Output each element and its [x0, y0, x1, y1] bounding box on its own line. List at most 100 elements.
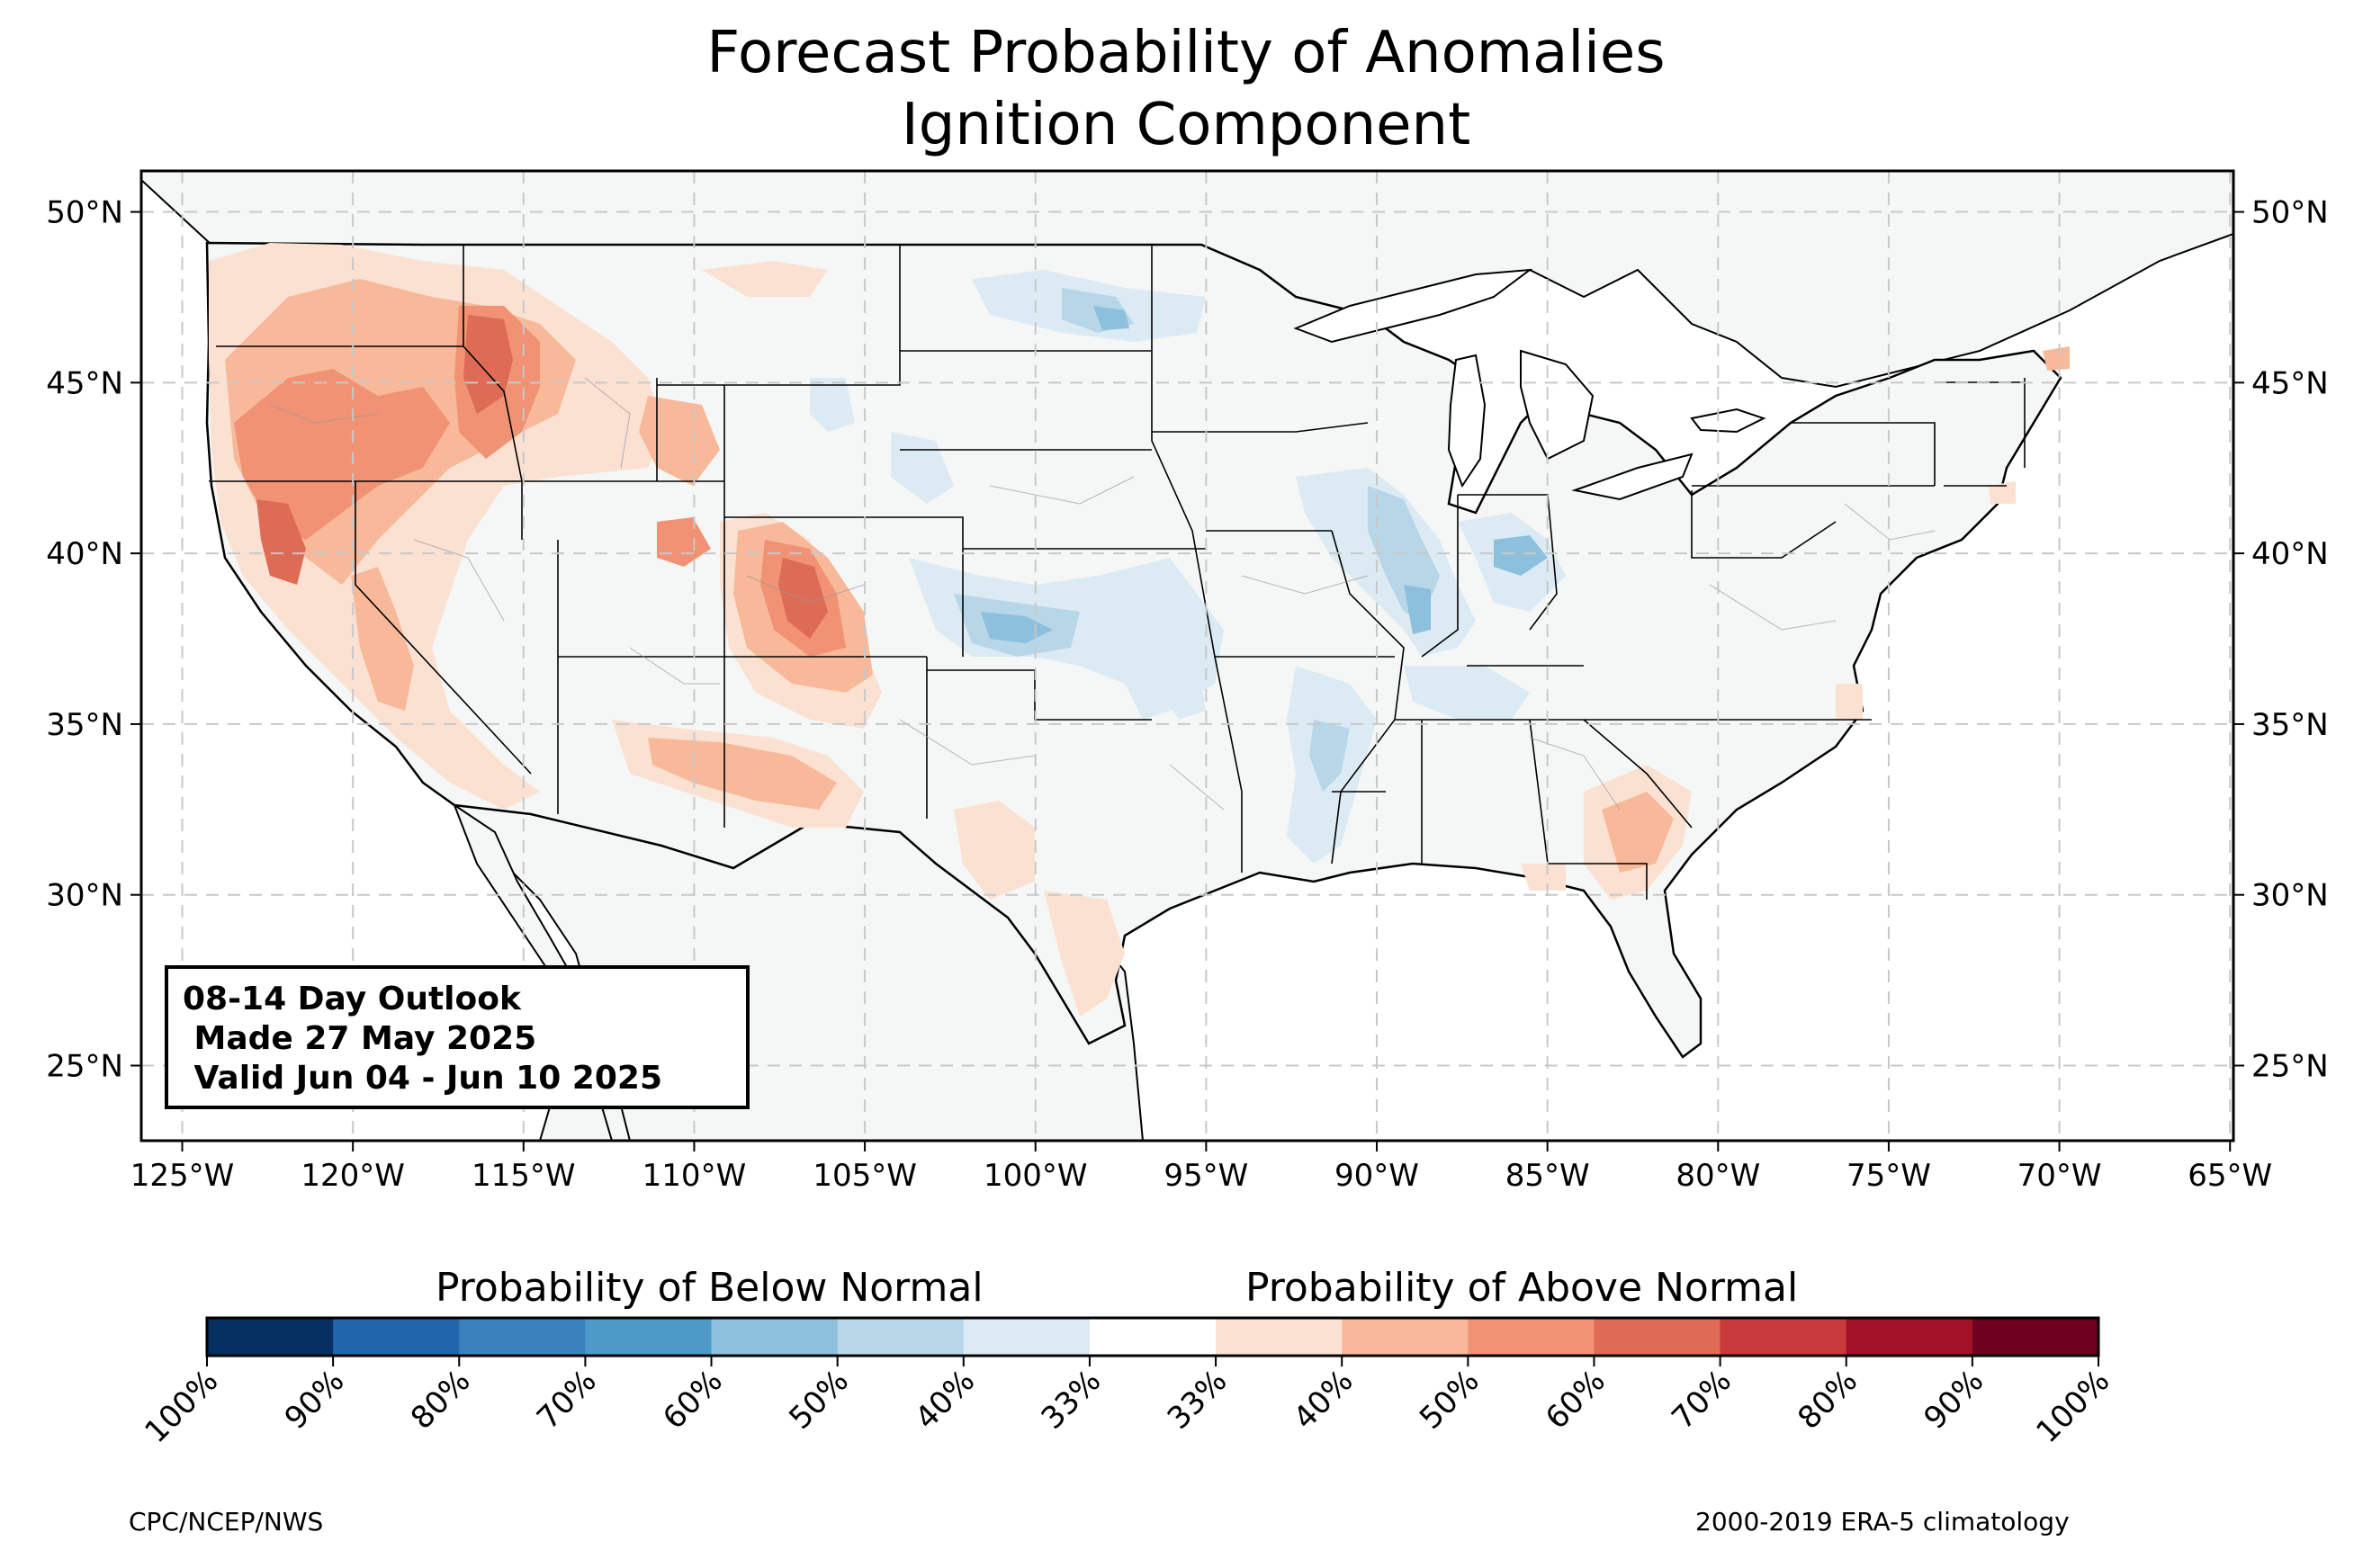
colorbar-swatch: [1846, 1318, 1973, 1356]
lon-tick-label: 115°W: [472, 1158, 576, 1194]
lon-tick-label: 65°W: [2188, 1158, 2272, 1194]
above-normal-area: [1602, 792, 1674, 873]
outlook-made-date: Made 27 May 2025: [183, 1020, 537, 1057]
colorbar-tick-label: 90%: [278, 1363, 352, 1437]
colorbar-tick-label: 100%: [2029, 1363, 2116, 1450]
above-normal-area: [463, 315, 513, 414]
colorbar-swatch: [1720, 1318, 1847, 1356]
lake-huron: [1520, 349, 1595, 461]
state-line: [1458, 494, 1558, 631]
outlook-period: 08-14 Day Outlook: [183, 981, 521, 1017]
colorbar-swatch: [333, 1318, 460, 1356]
great-lakes: [1293, 268, 1766, 501]
below-normal-area: [1309, 720, 1350, 792]
above-normal-area: [657, 517, 711, 567]
lat-tick-label-right: 50°N: [2251, 195, 2329, 231]
below-normal-area: [810, 378, 855, 432]
lon-tick-label: 95°W: [1164, 1158, 1248, 1194]
colorbar-tick-label: 40%: [908, 1363, 982, 1437]
above-normal-area: [1521, 864, 1566, 891]
lake-superior: [1293, 268, 1533, 344]
colorbar-tick-label: 90%: [1918, 1363, 1991, 1437]
colorbar-tick-label: 50%: [1413, 1363, 1487, 1437]
colorbar-swatch: [585, 1318, 713, 1356]
lon-tick-label: 120°W: [301, 1158, 405, 1194]
colorbar-outline: [205, 1316, 2100, 1357]
lake-ontario: [1690, 408, 1766, 434]
above-normal-area: [639, 396, 720, 486]
lon-tick-label: 70°W: [2017, 1158, 2102, 1194]
lat-tick-label-right: 30°N: [2251, 878, 2329, 914]
below-normal-area: [1494, 535, 1548, 576]
axis-ticks: [130, 211, 2244, 1151]
colorbar-swatch: [963, 1318, 1091, 1356]
colorbar-tick-label: 80%: [1791, 1363, 1864, 1437]
colorbar-tick-label: 60%: [1539, 1363, 1613, 1437]
state-line: [1691, 490, 1837, 559]
colorbar-tick-label: 100%: [138, 1363, 225, 1450]
below-normal-shading: [810, 270, 1566, 864]
lat-tick-label-left: 30°N: [46, 878, 123, 914]
colorbar-swatch: [1089, 1318, 1217, 1356]
outlook-info-box: 08-14 Day Outlook Made 27 May 2025 Valid…: [165, 965, 750, 1109]
credit-source: CPC/NCEP/NWS: [129, 1507, 324, 1537]
colorbar-swatch: [1468, 1318, 1595, 1356]
state-line: [463, 245, 523, 482]
state-line: [1791, 422, 1936, 486]
above-normal-area: [2043, 346, 2070, 371]
axis-tick-labels: 125°W 120°W 115°W 110°W 105°W 100°W 95°W 90°W 85…: [46, 195, 2328, 1194]
colorbar-swatch: [1216, 1318, 1343, 1356]
colorbar-tick-labels: 100% 90% 80% 70% 60% 50% 40% 33% 33% 40% 50% 60% 70%…: [138, 1363, 2116, 1450]
lake-erie: [1571, 452, 1694, 501]
lon-tick-label: 100°W: [984, 1158, 1088, 1194]
lat-tick-label-right: 25°N: [2251, 1048, 2329, 1084]
map-title: Forecast Probability of Anomalies: [706, 20, 1666, 86]
colorbar-tick-label: 50%: [782, 1363, 856, 1437]
lon-tick-label: 105°W: [813, 1158, 917, 1194]
colorbar-tick-label: 40%: [1287, 1363, 1361, 1437]
state-line: [355, 481, 532, 775]
colorbar-below-title: Probability of Below Normal: [436, 1265, 984, 1311]
above-normal-area: [1836, 684, 1863, 720]
colorbar-tick-label: 70%: [1665, 1363, 1739, 1437]
above-normal-area: [954, 801, 1035, 900]
colorbar-swatch: [1972, 1318, 2099, 1356]
state-line: [1152, 422, 1369, 433]
state-line: [1548, 863, 1648, 900]
county-line: [269, 377, 1936, 811]
map-subtitle: Ignition Component: [901, 92, 1471, 158]
lon-tick-label: 110°W: [642, 1158, 747, 1194]
colorbar-above-title: Probability of Above Normal: [1245, 1265, 1799, 1311]
lon-tick-label: 75°W: [1846, 1158, 1931, 1194]
above-normal-area: [256, 499, 306, 585]
state-line: [1151, 245, 1243, 873]
lat-tick-label-right: 45°N: [2251, 365, 2329, 401]
lat-tick-label-right: 35°N: [2251, 707, 2329, 743]
state-line: [1529, 719, 1549, 865]
colorbar-swatch: [207, 1318, 334, 1356]
lat-tick-label-left: 35°N: [46, 707, 123, 743]
lat-tick-label-right: 40°N: [2251, 536, 2329, 572]
colorbar-tick-label: 70%: [530, 1363, 604, 1437]
state-line: [657, 350, 1152, 386]
above-normal-area: [1989, 481, 2016, 504]
above-normal-area: [351, 567, 414, 711]
below-normal-area: [1161, 648, 1206, 720]
colorbar: [205, 1316, 2100, 1366]
colorbar-swatch: [459, 1318, 586, 1356]
colorbar-tick-label: 33%: [1035, 1363, 1109, 1437]
lake-michigan: [1447, 354, 1487, 488]
below-normal-area: [1404, 585, 1431, 634]
above-normal-area: [702, 261, 828, 297]
state-line: [1583, 719, 1693, 829]
above-normal-area: [1044, 891, 1125, 1017]
below-normal-area: [1093, 306, 1129, 330]
lat-tick-label-left: 45°N: [46, 365, 123, 401]
credit-climatology: 2000-2019 ERA-5 climatology: [1695, 1507, 2070, 1537]
county-lines: [269, 377, 1936, 811]
state-line: [1421, 495, 1459, 658]
state-line: [1331, 530, 1405, 865]
colorbar-swatch: [1342, 1318, 1469, 1356]
lon-tick-label: 80°W: [1676, 1158, 1760, 1194]
